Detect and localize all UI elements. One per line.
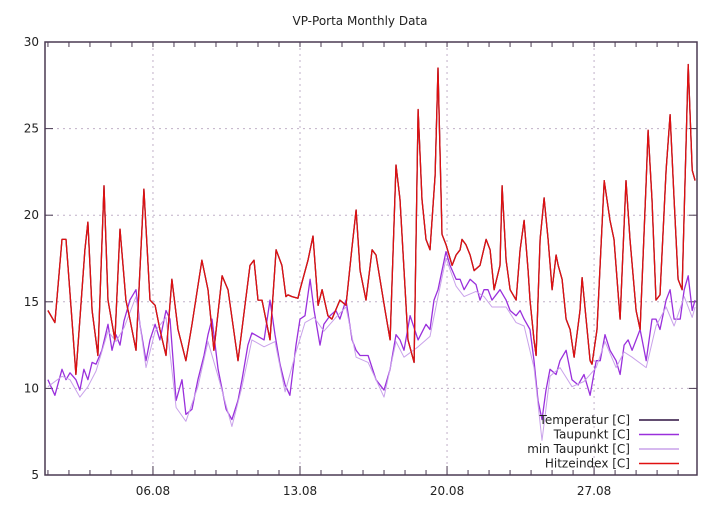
series-line-taupunkt-c (47, 250, 696, 421)
legend-label: min Taupunkt [C] (527, 442, 630, 456)
legend: Temperatur [C]Taupunkt [C]min Taupunkt [… (527, 413, 679, 471)
series-line-min-taupunkt-c (47, 258, 696, 441)
legend-label: Temperatur [C] (539, 413, 630, 427)
plot-border (44, 41, 698, 476)
series-line-hitzeindex-c (47, 63, 696, 376)
legend-label: Taupunkt [C] (553, 428, 630, 442)
x-tick-label: 13.08 (283, 484, 317, 498)
series-lines (47, 63, 696, 441)
y-tick-label: 20 (24, 208, 39, 222)
legend-label: Hitzeindex [C] (545, 457, 630, 471)
x-axis: 06.08 13.08 20.08 27.08 (47, 42, 679, 498)
y-tick-label: 25 (24, 122, 39, 136)
chart-title: VP-Porta Monthly Data (293, 14, 428, 28)
y-tick-label: 5 (31, 468, 39, 482)
y-tick-label: 10 (24, 381, 39, 395)
x-tick-label: 06.08 (136, 484, 170, 498)
y-tick-label: 30 (24, 35, 39, 49)
y-tick-label: 15 (24, 295, 39, 309)
grid (45, 42, 697, 475)
x-tick-label: 27.08 (577, 484, 611, 498)
x-tick-label: 20.08 (430, 484, 464, 498)
y-axis: 5 10 15 20 25 30 (24, 35, 697, 482)
